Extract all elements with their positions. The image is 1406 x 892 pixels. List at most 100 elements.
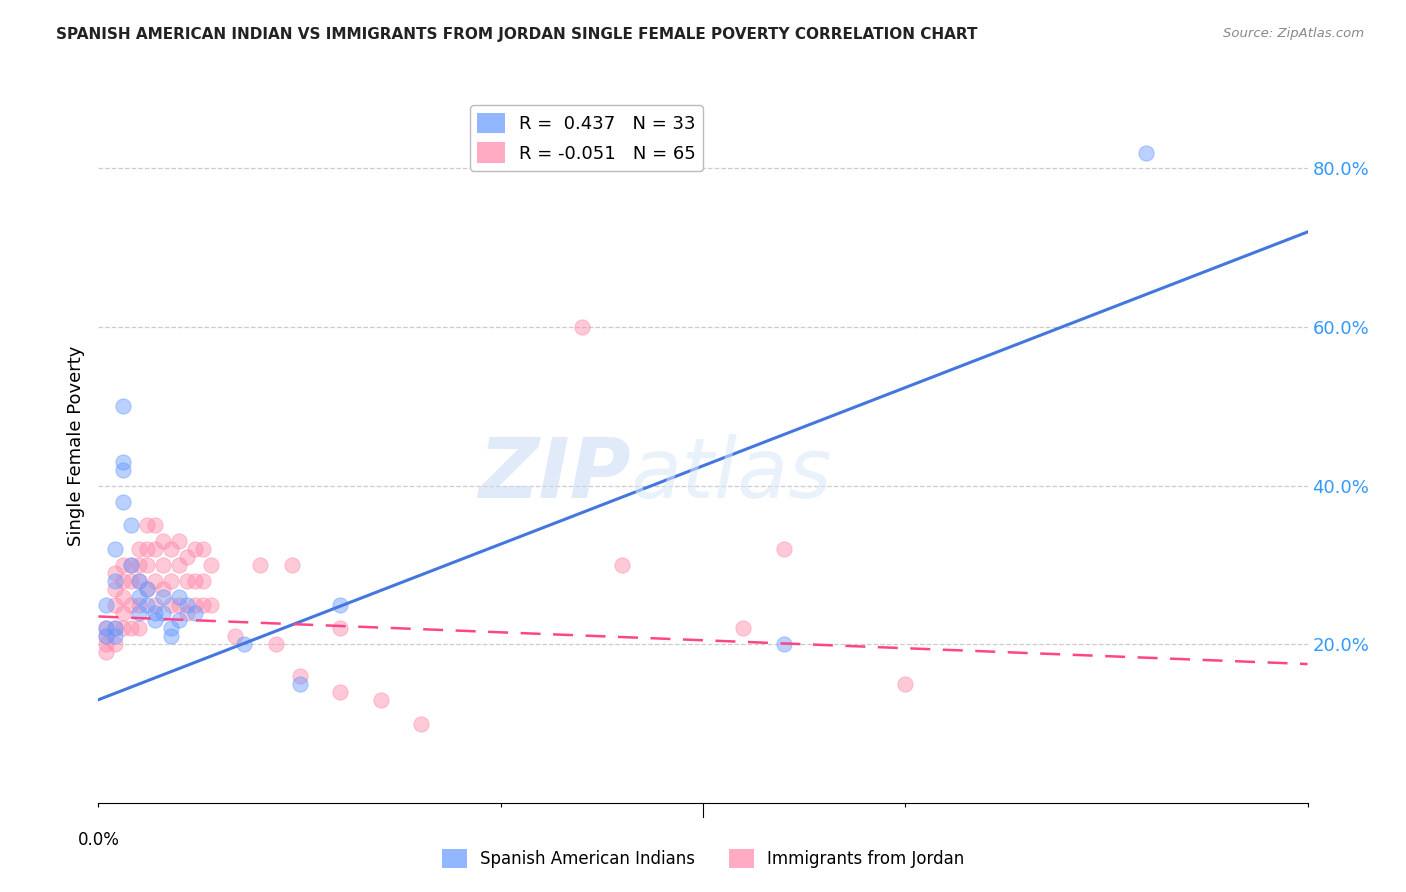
Point	[193, 574, 215, 588]
Point	[733, 621, 755, 635]
Text: 0.0%: 0.0%	[77, 831, 120, 849]
Point	[120, 598, 142, 612]
Legend: R =  0.437   N = 33, R = -0.051   N = 65: R = 0.437 N = 33, R = -0.051 N = 65	[470, 105, 703, 170]
Y-axis label: Single Female Poverty: Single Female Poverty	[66, 346, 84, 546]
Point	[111, 463, 134, 477]
Point	[111, 574, 134, 588]
Point	[103, 582, 125, 596]
Point	[96, 645, 118, 659]
Point	[167, 558, 190, 572]
Point	[160, 542, 183, 557]
Point	[128, 574, 150, 588]
Text: atlas: atlas	[630, 434, 832, 515]
Point	[193, 598, 215, 612]
Point	[167, 590, 190, 604]
Point	[160, 621, 183, 635]
Point	[329, 621, 352, 635]
Point	[152, 582, 174, 596]
Point	[111, 400, 134, 414]
Point	[224, 629, 246, 643]
Legend: Spanish American Indians, Immigrants from Jordan: Spanish American Indians, Immigrants fro…	[436, 843, 970, 875]
Point	[111, 455, 134, 469]
Point	[103, 598, 125, 612]
Point	[184, 542, 207, 557]
Point	[329, 685, 352, 699]
Point	[96, 629, 118, 643]
Point	[103, 566, 125, 580]
Point	[128, 606, 150, 620]
Point	[135, 558, 157, 572]
Point	[135, 542, 157, 557]
Point	[281, 558, 304, 572]
Point	[103, 621, 125, 635]
Point	[160, 598, 183, 612]
Point	[167, 598, 190, 612]
Point	[1135, 145, 1157, 160]
Point	[120, 621, 142, 635]
Point	[167, 614, 190, 628]
Point	[176, 598, 198, 612]
Point	[167, 534, 190, 549]
Point	[772, 542, 794, 557]
Point	[103, 621, 125, 635]
Point	[143, 598, 166, 612]
Point	[409, 716, 432, 731]
Point	[128, 621, 150, 635]
Point	[893, 677, 915, 691]
Point	[111, 558, 134, 572]
Point	[160, 574, 183, 588]
Point	[120, 518, 142, 533]
Point	[184, 598, 207, 612]
Point	[232, 637, 254, 651]
Point	[96, 637, 118, 651]
Point	[128, 598, 150, 612]
Point	[135, 582, 157, 596]
Point	[120, 558, 142, 572]
Point	[152, 606, 174, 620]
Point	[288, 677, 311, 691]
Point	[329, 598, 352, 612]
Point	[96, 629, 118, 643]
Point	[200, 558, 222, 572]
Point	[370, 692, 392, 706]
Point	[264, 637, 287, 651]
Point	[128, 558, 150, 572]
Point	[96, 621, 118, 635]
Point	[111, 606, 134, 620]
Point	[135, 518, 157, 533]
Point	[96, 598, 118, 612]
Point	[143, 518, 166, 533]
Point	[103, 542, 125, 557]
Point	[143, 606, 166, 620]
Text: SPANISH AMERICAN INDIAN VS IMMIGRANTS FROM JORDAN SINGLE FEMALE POVERTY CORRELAT: SPANISH AMERICAN INDIAN VS IMMIGRANTS FR…	[56, 27, 977, 42]
Point	[143, 574, 166, 588]
Point	[193, 542, 215, 557]
Point	[143, 542, 166, 557]
Point	[103, 637, 125, 651]
Point	[152, 534, 174, 549]
Point	[176, 574, 198, 588]
Point	[120, 558, 142, 572]
Point	[128, 574, 150, 588]
Point	[184, 606, 207, 620]
Point	[176, 549, 198, 564]
Point	[772, 637, 794, 651]
Point	[120, 574, 142, 588]
Point	[288, 669, 311, 683]
Text: ZIP: ZIP	[478, 434, 630, 515]
Point	[135, 598, 157, 612]
Point	[152, 558, 174, 572]
Point	[103, 629, 125, 643]
Point	[160, 629, 183, 643]
Point	[184, 574, 207, 588]
Point	[111, 494, 134, 508]
Point	[249, 558, 271, 572]
Point	[128, 542, 150, 557]
Text: Source: ZipAtlas.com: Source: ZipAtlas.com	[1223, 27, 1364, 40]
Point	[176, 606, 198, 620]
Point	[200, 598, 222, 612]
Point	[128, 590, 150, 604]
Point	[571, 320, 593, 334]
Point	[111, 621, 134, 635]
Point	[111, 590, 134, 604]
